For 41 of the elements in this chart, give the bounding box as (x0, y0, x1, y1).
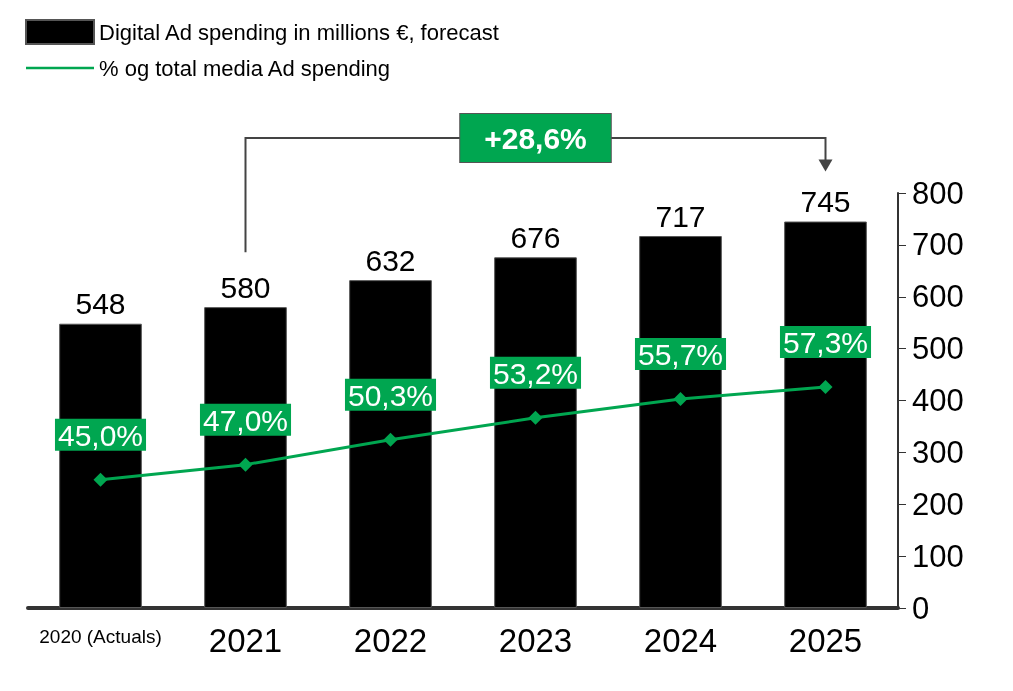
data-label: 47,0% (202, 404, 289, 438)
x-tick-label: 2021 (208, 622, 283, 659)
x-tick-label: 2020 (Actuals) (39, 625, 162, 647)
x-tick-label: 2023 (498, 622, 573, 659)
point (238, 457, 253, 472)
y-tick-label: 300 (912, 434, 964, 470)
bar (494, 257, 577, 608)
y-tick-label: 0 (912, 590, 930, 626)
y-tick-label: 700 (912, 227, 964, 263)
y-tick-label: 400 (912, 383, 964, 418)
data-label: 50,3% (347, 379, 434, 413)
bar (204, 307, 287, 608)
y-tick-label: 500 (912, 331, 964, 367)
x-tick-label: 2024 (643, 622, 718, 659)
text: +28,6% (484, 121, 587, 155)
data-label: 53,2% (492, 357, 579, 391)
bar (784, 221, 867, 608)
y-tick-label: 100 (912, 538, 964, 574)
data-label: 676 (510, 220, 561, 254)
point (673, 391, 688, 406)
data-label: 580 (220, 270, 271, 304)
point (93, 472, 108, 487)
y-tick-label: 200 (912, 486, 964, 522)
data-label: 548 (75, 287, 126, 321)
x-tick-label: 2025 (788, 622, 863, 659)
bar (639, 236, 722, 608)
point (528, 410, 543, 425)
y-tick-label: 800 (912, 175, 964, 211)
data-label: 632 (365, 243, 416, 277)
point (383, 432, 398, 447)
legend-label: Digital Ad spending in millions €, forecast (99, 19, 499, 45)
data-label: 55,7% (637, 338, 724, 372)
x-tick-label: 2022 (353, 622, 428, 659)
y-tick-label: 600 (912, 279, 964, 315)
data-label: 57,3% (782, 326, 869, 360)
bar (349, 280, 432, 608)
point (818, 379, 833, 394)
legend-label: % og total media Ad spending (99, 55, 391, 81)
data-label: 717 (655, 199, 706, 233)
data-label: 745 (800, 185, 851, 219)
data-label: 45,0% (57, 419, 144, 453)
